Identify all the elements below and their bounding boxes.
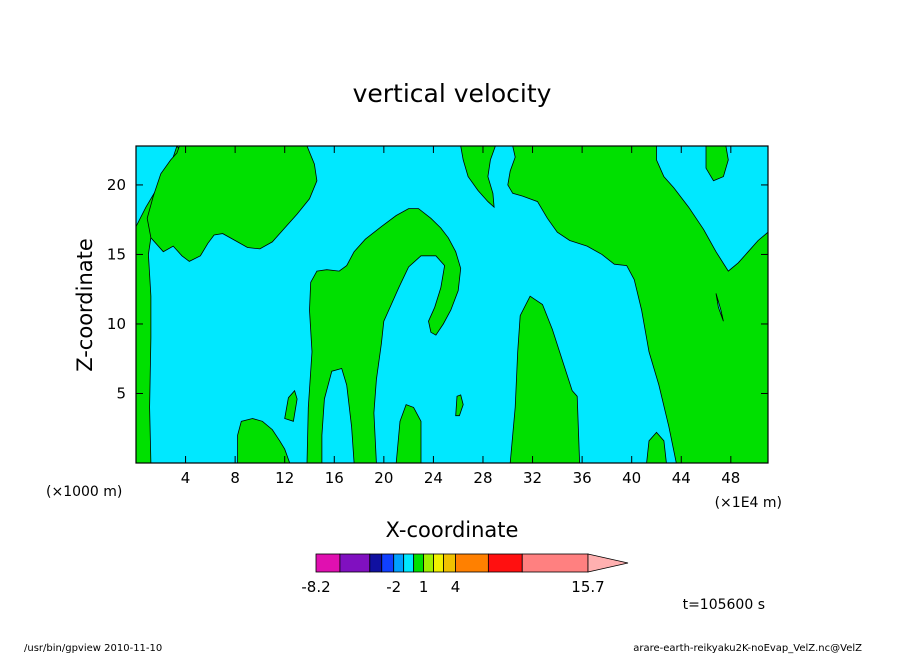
x-unit-right: (×1E4 m) <box>715 495 782 511</box>
contour-blob-41-43 <box>646 431 667 463</box>
colorbar-segment <box>423 553 434 573</box>
colorbar-segment <box>393 553 405 573</box>
x-tick-label: 32 <box>523 469 542 487</box>
contour-blob-top-right <box>705 146 729 182</box>
colorbar-tick-label: 15.7 <box>571 578 604 596</box>
contour-blob-31-35 <box>509 295 581 463</box>
time-label: t=105600 s <box>683 597 765 613</box>
colorbar-segment <box>403 553 415 573</box>
contour-blob-26 <box>455 394 464 417</box>
contour-blob-21-23 <box>395 404 422 463</box>
colorbar-segment <box>413 553 425 573</box>
contour-blob-8-12 <box>237 418 291 463</box>
x-tick-label: 8 <box>230 469 240 487</box>
y-tick-label: 15 <box>107 245 126 263</box>
x-tick-label: 20 <box>374 469 393 487</box>
colorbar-tick-label: -8.2 <box>301 578 330 596</box>
footer-left: /usr/bin/gpview 2010-11-10 <box>24 643 162 654</box>
colorbar-segment <box>339 553 371 573</box>
plot-frame <box>135 145 769 464</box>
colorbar-segment <box>315 553 341 573</box>
x-axis: 4 8 12 16 20 24 28 32 36 40 44 48 <box>181 146 740 487</box>
y-tick-label: 20 <box>107 176 126 194</box>
y-axis-label: Z-coordinate <box>73 238 97 372</box>
contour-main-left-region <box>146 146 318 262</box>
colorbar-tick-label: 4 <box>451 578 461 596</box>
contour-blob-12-13 <box>284 389 298 422</box>
x-tick-label: 24 <box>424 469 443 487</box>
x-axis-label: X-coordinate <box>386 518 519 542</box>
colorbar-segment <box>433 553 444 573</box>
contour-blob-top-center <box>460 146 496 209</box>
x-unit-left: (×1000 m) <box>46 484 122 500</box>
colorbar-tick-label: -2 <box>386 578 401 596</box>
contour-hole-47 <box>715 293 724 322</box>
x-tick-label: 12 <box>275 469 294 487</box>
x-tick-label: 4 <box>181 469 191 487</box>
colorbar: -8.2 -2 1 4 15.7 <box>301 553 629 596</box>
colorbar-segment <box>369 553 383 573</box>
plot-area <box>135 145 769 464</box>
x-tick-label: 44 <box>672 469 691 487</box>
colorbar-segment <box>487 553 523 573</box>
x-tick-label: 36 <box>573 469 592 487</box>
colorbar-segment <box>521 553 589 573</box>
colorbar-overflow-arrow <box>587 553 629 573</box>
footer-right: arare-earth-reikyaku2K-noEvap_VelZ.nc@Ve… <box>633 643 862 654</box>
x-tick-label: 48 <box>721 469 740 487</box>
contour-right-main-region <box>507 146 768 463</box>
contour-center-column <box>306 208 462 463</box>
x-tick-label: 16 <box>325 469 344 487</box>
colorbar-segment <box>455 553 489 573</box>
y-tick-label: 10 <box>107 315 126 333</box>
colorbar-tick-label: 1 <box>419 578 429 596</box>
y-axis: 5 10 15 20 <box>107 176 768 402</box>
chart-title: vertical velocity <box>353 79 552 108</box>
colorbar-segment <box>443 553 456 573</box>
colorbar-segment <box>381 553 395 573</box>
x-tick-label: 40 <box>622 469 641 487</box>
y-tick-label: 5 <box>116 384 126 402</box>
x-tick-label: 28 <box>473 469 492 487</box>
